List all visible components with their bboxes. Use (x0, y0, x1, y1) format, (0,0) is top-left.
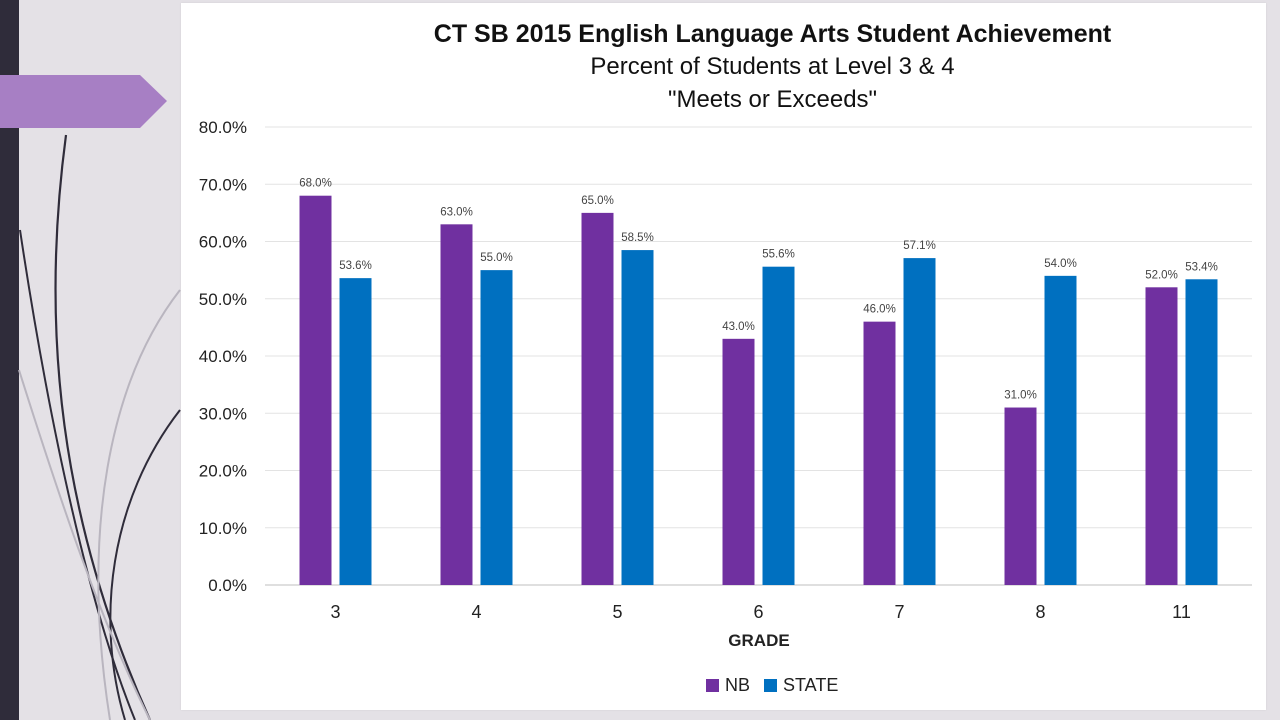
bar-state (903, 258, 936, 585)
data-label: 31.0% (1004, 390, 1037, 402)
y-tick-label: 50.0% (199, 290, 247, 309)
data-label: 65.0% (581, 195, 614, 207)
data-label: 54.0% (1044, 258, 1077, 270)
bar-state (1044, 275, 1077, 585)
x-tick-label: 5 (612, 602, 622, 622)
decorative-curve (18, 369, 151, 720)
y-tick-label: 0.0% (208, 576, 247, 595)
decorative-curve (109, 409, 181, 720)
data-label: 53.4% (1185, 261, 1218, 273)
legend-swatch-state (764, 679, 778, 692)
bar-nb (863, 321, 896, 585)
bar-state (480, 270, 513, 585)
data-label: 53.6% (339, 260, 372, 272)
chart-subtitle: Percent of Students at Level 3 & 4 (590, 53, 955, 80)
data-label: 55.0% (480, 252, 513, 264)
y-tick-label: 40.0% (199, 347, 247, 366)
bar-nb (1145, 287, 1178, 585)
chart-legend: NB STATE (706, 675, 852, 696)
legend-item-nb: NB (706, 675, 750, 696)
data-label: 57.1% (903, 240, 936, 252)
chart-subtitle: "Meets or Exceeds" (667, 86, 878, 113)
bar-state (621, 250, 654, 585)
x-tick-label: 11 (1172, 602, 1191, 622)
decorative-curve (97, 289, 181, 720)
data-label: 68.0% (299, 178, 332, 190)
x-axis-title: GRADE (728, 631, 789, 650)
legend-item-state: STATE (764, 675, 838, 696)
x-tick-label: 6 (753, 602, 763, 622)
bar-nb (722, 338, 755, 585)
bar-state (339, 278, 372, 585)
decorative-curve (19, 229, 136, 720)
sidebar-bar (0, 0, 19, 720)
x-tick-label: 4 (471, 602, 481, 622)
data-label: 55.6% (762, 249, 795, 261)
x-tick-label: 8 (1035, 602, 1045, 622)
bar-nb (581, 212, 614, 585)
bar-state (762, 266, 795, 585)
y-tick-label: 20.0% (199, 462, 247, 481)
bar-nb (440, 224, 473, 585)
data-label: 46.0% (863, 304, 896, 316)
accent-arrow (0, 75, 167, 128)
x-tick-label: 7 (894, 602, 904, 622)
legend-label: NB (725, 675, 751, 695)
legend-label: STATE (783, 675, 839, 695)
bar-nb (299, 195, 332, 585)
data-label: 58.5% (621, 232, 654, 244)
data-label: 52.0% (1145, 269, 1178, 281)
chart-title: CT SB 2015 English Language Arts Student… (433, 20, 1112, 48)
data-label: 43.0% (722, 321, 755, 333)
legend-swatch-nb (706, 679, 719, 692)
y-tick-label: 30.0% (199, 404, 247, 423)
bar-nb (1004, 407, 1037, 585)
y-tick-label: 80.0% (199, 118, 247, 137)
decorative-curve (54, 134, 152, 720)
bar-state (1185, 279, 1218, 585)
y-tick-label: 60.0% (199, 233, 247, 252)
y-tick-label: 10.0% (199, 519, 247, 538)
y-tick-label: 70.0% (199, 175, 247, 194)
x-tick-label: 3 (330, 602, 340, 622)
data-label: 63.0% (440, 206, 473, 218)
